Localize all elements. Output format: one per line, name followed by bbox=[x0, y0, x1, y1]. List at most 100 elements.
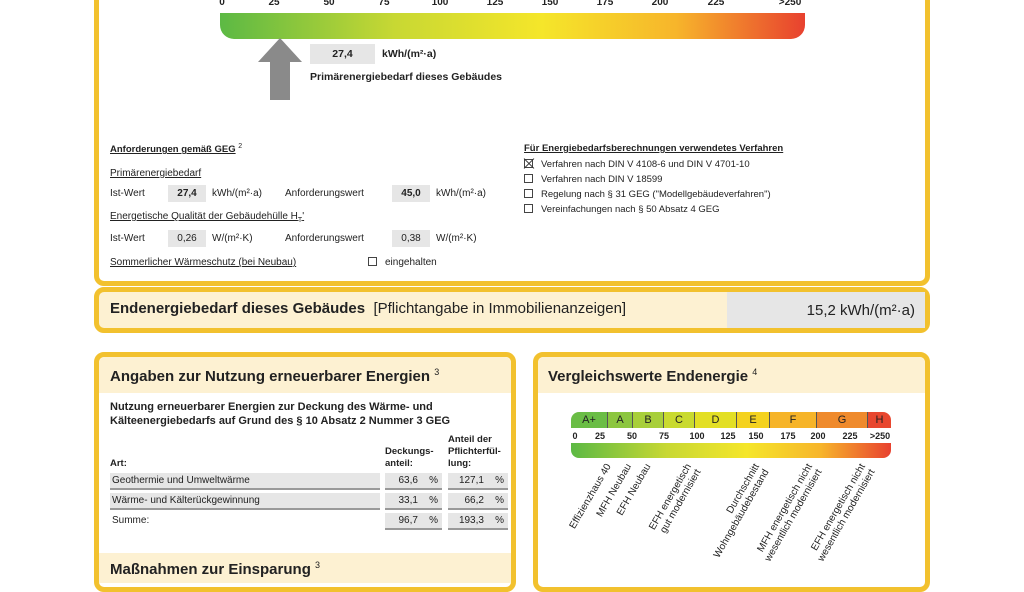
comparison-gradient-bar bbox=[571, 443, 891, 458]
col-line: Pflichterfül- bbox=[448, 446, 501, 457]
col-line: Anteil der bbox=[448, 434, 492, 445]
requirements-title: Anforderungen gemäß GEG 2 bbox=[110, 143, 242, 155]
summer-check-label: eingehalten bbox=[385, 257, 437, 268]
comparison-title: Vergleichswerte Endenergie 4 bbox=[548, 367, 757, 385]
scale-tick-label: 150 bbox=[541, 0, 559, 8]
scale-tick-label: 100 bbox=[431, 0, 449, 8]
method-options: Verfahren nach DIN V 4108-6 und DIN V 47… bbox=[524, 157, 771, 217]
percent: % bbox=[495, 475, 504, 486]
comparison-tick-label: 175 bbox=[780, 431, 796, 441]
comparison-tick-label: >250 bbox=[869, 431, 891, 441]
energy-class-H: H bbox=[868, 412, 891, 428]
envelope-anf-value: 0,38 bbox=[392, 230, 430, 247]
cell-art: Wärme- und Kälterückgewinnung bbox=[110, 493, 380, 510]
energy-class-C: C bbox=[664, 412, 695, 428]
summer-protection-label: Sommerlicher Wärmeschutz (bei Neubau) bbox=[110, 257, 297, 268]
comparison-header bbox=[538, 357, 925, 393]
unit: W/(m²·K) bbox=[436, 233, 477, 244]
value: 127,1 bbox=[458, 475, 484, 486]
comparison-tick-label: 225 bbox=[842, 431, 858, 441]
renewable-header bbox=[99, 357, 511, 393]
requirements-title-text: Anforderungen gemäß GEG bbox=[110, 144, 236, 156]
envelope-label: Energetische Qualität der Gebäudehülle H… bbox=[110, 211, 304, 224]
col-line: anteil: bbox=[385, 458, 413, 469]
percent: % bbox=[429, 495, 438, 506]
comparison-tick-label: 125 bbox=[720, 431, 736, 441]
renewable-title: Angaben zur Nutzung erneuerbarer Energie… bbox=[110, 367, 439, 385]
checkbox-icon[interactable] bbox=[524, 174, 533, 183]
energy-class-F: F bbox=[770, 412, 817, 428]
envelope-prime: ' bbox=[302, 211, 305, 222]
energy-class-D: D bbox=[695, 412, 737, 428]
method-option[interactable]: Verfahren nach DIN V 4108-6 und DIN V 47… bbox=[524, 157, 771, 172]
final-title-text: Endenergiebedarf dieses Gebäudes bbox=[110, 300, 366, 317]
energy-class-A+: A+ bbox=[571, 412, 608, 428]
cell-deck: 96,7 % bbox=[385, 513, 442, 530]
ist-label: Ist-Wert bbox=[110, 188, 145, 199]
col-art: Art: bbox=[110, 458, 127, 469]
primary-anf-value: 45,0 bbox=[392, 185, 430, 202]
value: 63,6 bbox=[398, 475, 418, 486]
scale-tick-label: 25 bbox=[268, 0, 280, 8]
cell-art: Geothermie und Umweltwärme bbox=[110, 473, 380, 490]
col-pflicht: Anteil der Pflichterfül-lung: bbox=[448, 434, 501, 470]
primary-unit: kWh/(m²·a) bbox=[382, 48, 437, 60]
method-option[interactable]: Verfahren nach DIN V 18599 bbox=[524, 172, 771, 187]
unit: kWh/(m²·a) bbox=[436, 188, 486, 199]
unit: W/(m²·K) bbox=[212, 233, 253, 244]
scale-tick-label: 225 bbox=[707, 0, 725, 8]
final-energy-value: 15,2 kWh/(m²·a) bbox=[727, 292, 925, 328]
checkbox-icon[interactable] bbox=[524, 189, 533, 198]
footnote-ref: 4 bbox=[752, 367, 758, 377]
value: 66,2 bbox=[464, 495, 484, 506]
primary-ist-value: 27,4 bbox=[168, 185, 206, 202]
col-line: lung: bbox=[448, 458, 472, 469]
envelope-ist-value: 0,26 bbox=[168, 230, 206, 247]
comparison-tick-label: 75 bbox=[658, 431, 670, 441]
scale-tick-label: 50 bbox=[323, 0, 335, 8]
energy-class-G: G bbox=[817, 412, 868, 428]
arrow-up-icon bbox=[258, 38, 302, 100]
savings-title-text: Maßnahmen zur Einsparung bbox=[110, 561, 311, 578]
percent: % bbox=[495, 515, 504, 526]
percent: % bbox=[495, 495, 504, 506]
checkbox-icon[interactable] bbox=[524, 159, 533, 168]
method-option-label: Verfahren nach DIN V 18599 bbox=[541, 174, 663, 185]
footnote-ref: 3 bbox=[434, 367, 440, 377]
method-option[interactable]: Vereinfachungen nach § 50 Absatz 4 GEG bbox=[524, 202, 771, 217]
value: 33,1 bbox=[398, 495, 418, 506]
comparison-tick-label: 50 bbox=[626, 431, 638, 441]
table-row: Wärme- und Kälterückgewinnung 33,1 % 66,2 … bbox=[110, 493, 508, 510]
cell-deck: 63,6 % bbox=[385, 473, 442, 490]
final-note: [Pflichtangabe in Immobilienanzeigen] bbox=[373, 300, 627, 317]
method-option[interactable]: Regelung nach § 31 GEG ("Modellgebäudeve… bbox=[524, 187, 771, 202]
comparison-tick-label: 25 bbox=[594, 431, 606, 441]
percent: % bbox=[429, 475, 438, 486]
col-line: Deckungs- bbox=[385, 446, 434, 457]
energy-scale-bar bbox=[220, 13, 805, 39]
final-energy-title: Endenergiebedarf dieses Gebäudes [Pflich… bbox=[110, 300, 626, 317]
scale-tick-label: >250 bbox=[778, 0, 802, 8]
renewable-subtitle: Nutzung erneuerbarer Energien zur Deckun… bbox=[110, 400, 450, 428]
scale-tick-label: 200 bbox=[651, 0, 669, 8]
primary-demand-label: Primärenergiebedarf bbox=[110, 168, 202, 179]
primary-value-box: 27,4 bbox=[310, 44, 375, 64]
subtitle-line: Kälteenergiebedarfs auf Grund des § 10 A… bbox=[110, 415, 451, 427]
footnote-ref: 2 bbox=[238, 143, 243, 150]
method-option-label: Verfahren nach DIN V 4108-6 und DIN V 47… bbox=[541, 159, 750, 170]
summer-checkbox[interactable]: eingehalten bbox=[368, 257, 437, 268]
class-bar: A+ A B C D E F G H bbox=[571, 412, 891, 428]
energy-class-B: B bbox=[633, 412, 664, 428]
comparison-tick-label: 0 bbox=[572, 431, 578, 441]
scale-tick-label: 125 bbox=[486, 0, 504, 8]
comparison-tick-label: 200 bbox=[810, 431, 826, 441]
col-deckung: Deckungs-anteil: bbox=[385, 446, 434, 470]
cell-art: Summe: bbox=[112, 515, 150, 526]
checkbox-icon[interactable] bbox=[368, 257, 377, 266]
savings-title: Maßnahmen zur Einsparung 3 bbox=[110, 560, 320, 578]
cell-pf: 193,3 % bbox=[448, 513, 508, 530]
subtitle-line: Nutzung erneuerbarer Energien zur Deckun… bbox=[110, 401, 433, 413]
checkbox-icon[interactable] bbox=[524, 204, 533, 213]
comparison-title-text: Vergleichswerte Endenergie bbox=[548, 368, 749, 385]
footnote-ref: 3 bbox=[315, 560, 321, 570]
